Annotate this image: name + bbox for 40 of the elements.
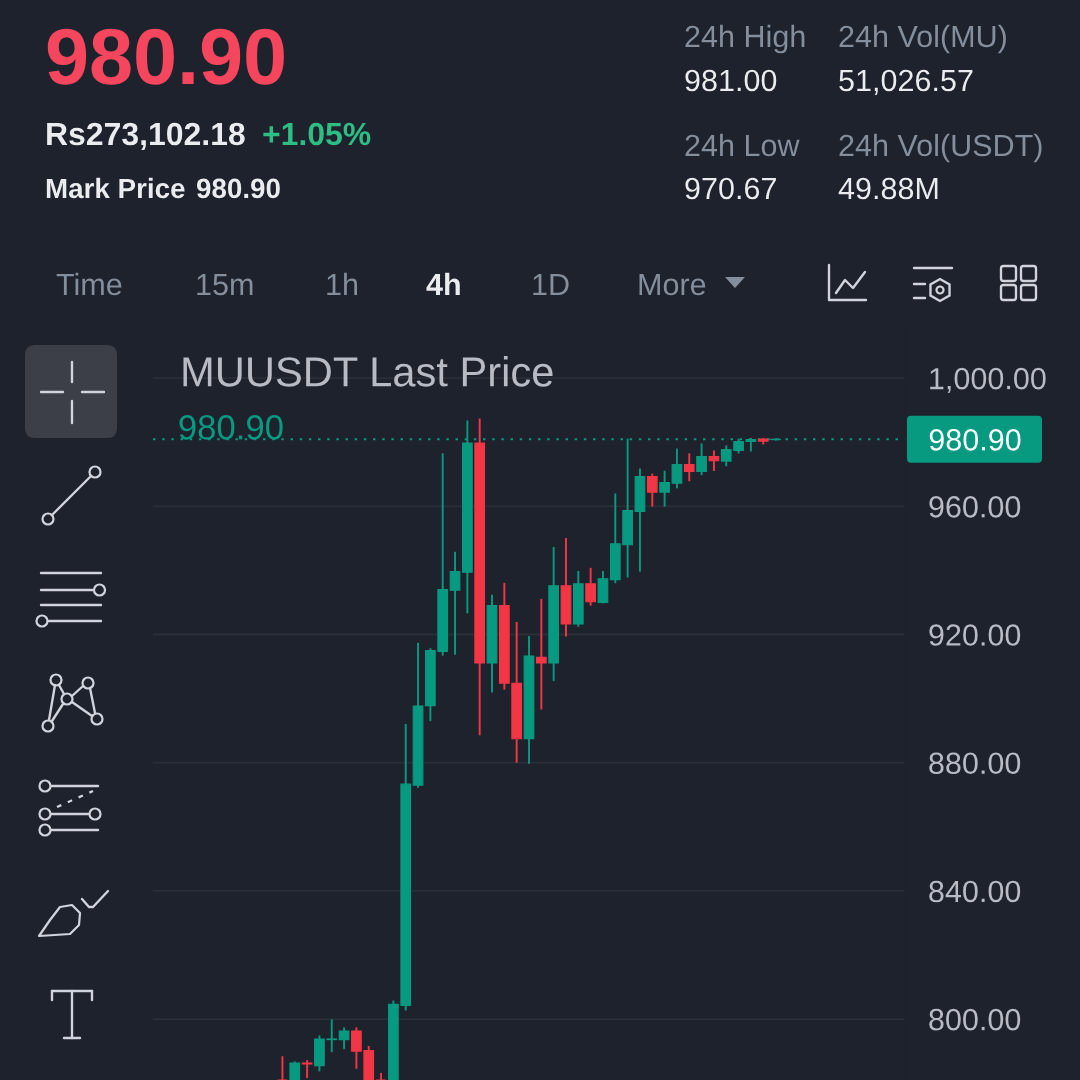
text: 980.90: [47, 28, 284, 85]
chart-title: MUUSDT Last Price: [183, 356, 553, 387]
y-tick-label: 840.00: [929, 880, 1021, 903]
y-tick-label: 800.00: [929, 1008, 1021, 1031]
text: 24h Vol(USDT): [839, 133, 1042, 163]
candlestick: [277, 1056, 288, 1080]
candlestick: [646, 473, 658, 507]
text: 981.00: [685, 69, 777, 92]
text: Time: [56, 272, 122, 296]
candlestick: [449, 551, 461, 655]
text: 24h Low: [685, 133, 800, 157]
candlestick: [696, 443, 707, 476]
y-tick-label: 920.00: [929, 624, 1021, 646]
text: 51,026.57: [839, 69, 973, 95]
text: 1D: [533, 273, 569, 295]
y-tick-label: 880.00: [929, 752, 1021, 775]
text: Rs273,102.18: [47, 122, 245, 150]
y-tick-label: 1,000.00: [930, 367, 1046, 394]
candlestick: [597, 571, 609, 604]
y-tick-label: 960.00: [929, 496, 1021, 518]
ref-line-label: 980.90: [179, 415, 283, 440]
text: 24h Vol(MU): [839, 24, 1006, 54]
text: +1.05%: [263, 122, 371, 146]
candlestick: [375, 1072, 387, 1080]
text: More: [639, 273, 706, 296]
text: 24h High: [685, 24, 805, 54]
text: 4h: [426, 272, 460, 295]
text: Mark Price: [46, 177, 185, 199]
candlestick: [338, 1027, 350, 1050]
text: 15m: [197, 273, 253, 296]
text: 980.90: [196, 178, 280, 199]
candlestick: [585, 567, 597, 606]
text: 1h: [327, 272, 357, 295]
candlestick: [708, 450, 720, 472]
text: 49.88M: [838, 177, 938, 200]
candlestick: [683, 453, 695, 482]
text: 980.90: [929, 429, 1021, 451]
candlestick: [301, 1060, 313, 1079]
candlestick: [535, 598, 547, 710]
text: 970.67: [685, 177, 776, 200]
